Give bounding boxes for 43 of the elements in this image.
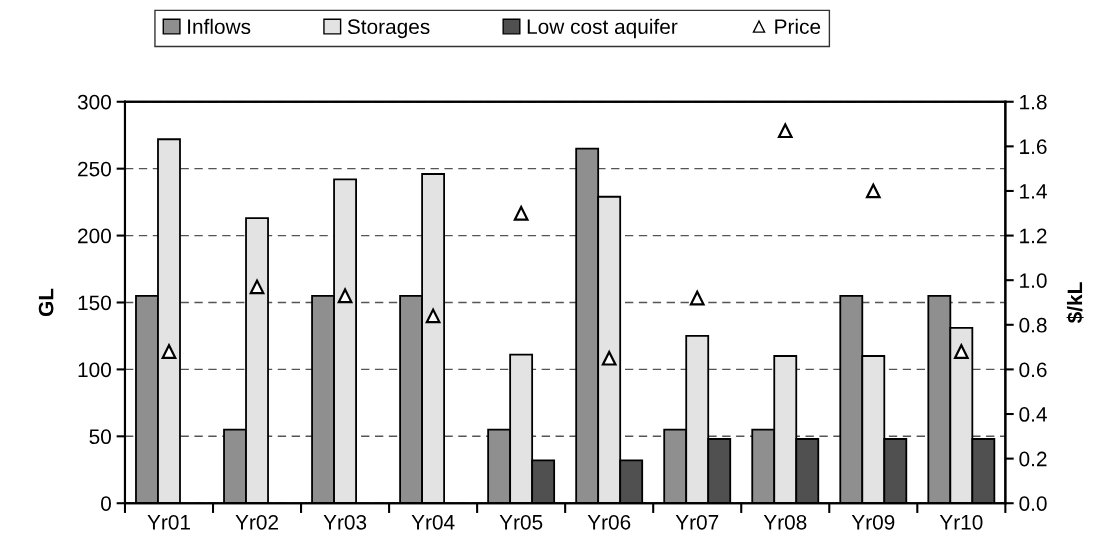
point [689, 290, 705, 306]
y-tick-label: 250 [78, 161, 111, 177]
legend-label: Storages [347, 19, 430, 39]
x-tick-label: Yr07 [675, 514, 719, 530]
y-tick-label: 50 [89, 429, 111, 445]
legend-label: Low cost aquifer [527, 18, 678, 39]
y-tick-label: 0 [101, 496, 111, 511]
y2-tick-label: 1.2 [1020, 228, 1047, 244]
y2-tick-label: 0.6 [1019, 362, 1047, 378]
point [249, 279, 265, 295]
y-tick-label: 100 [78, 362, 111, 378]
x-tick-label: Yr01 [147, 514, 190, 530]
y2-tick-label: 0.0 [1019, 496, 1047, 511]
point [601, 350, 617, 366]
point [777, 123, 793, 139]
y-tick-label: 200 [78, 228, 111, 244]
y2-tick-label: 0.4 [1019, 407, 1047, 422]
y-tick-label: 150 [78, 295, 111, 311]
point [513, 205, 529, 221]
x-tick-label: Yr08 [763, 514, 807, 530]
x-tick-label: Yr05 [499, 514, 543, 530]
point [953, 344, 969, 359]
x-tick-label: Yr02 [235, 514, 278, 530]
legend-label: Inflows [188, 18, 251, 35]
y2-tick-label: 1.6 [1020, 139, 1047, 155]
x-tick-label: Yr06 [587, 514, 631, 530]
x-tick-label: Yr09 [851, 514, 895, 530]
y2-tick-label: 1.4 [1020, 184, 1047, 199]
point [865, 183, 881, 199]
y2-tick-label: 1.8 [1020, 94, 1047, 110]
x-tick-label: Yr03 [323, 514, 367, 530]
y-axis-title: GL [38, 288, 54, 317]
legend-label: Price [775, 18, 821, 35]
y-tick-label: 300 [77, 94, 111, 110]
x-tick-label: Yr10 [939, 514, 983, 530]
y2-tick-label: 0.8 [1019, 317, 1047, 333]
y2-tick-label: 1.0 [1020, 273, 1047, 288]
point [161, 344, 177, 359]
x-tick-label: Yr04 [411, 514, 455, 530]
y2-axis-title: $/kL [1066, 282, 1084, 324]
point [337, 288, 353, 304]
y2-tick-label: 0.2 [1019, 451, 1047, 467]
point [425, 308, 441, 324]
